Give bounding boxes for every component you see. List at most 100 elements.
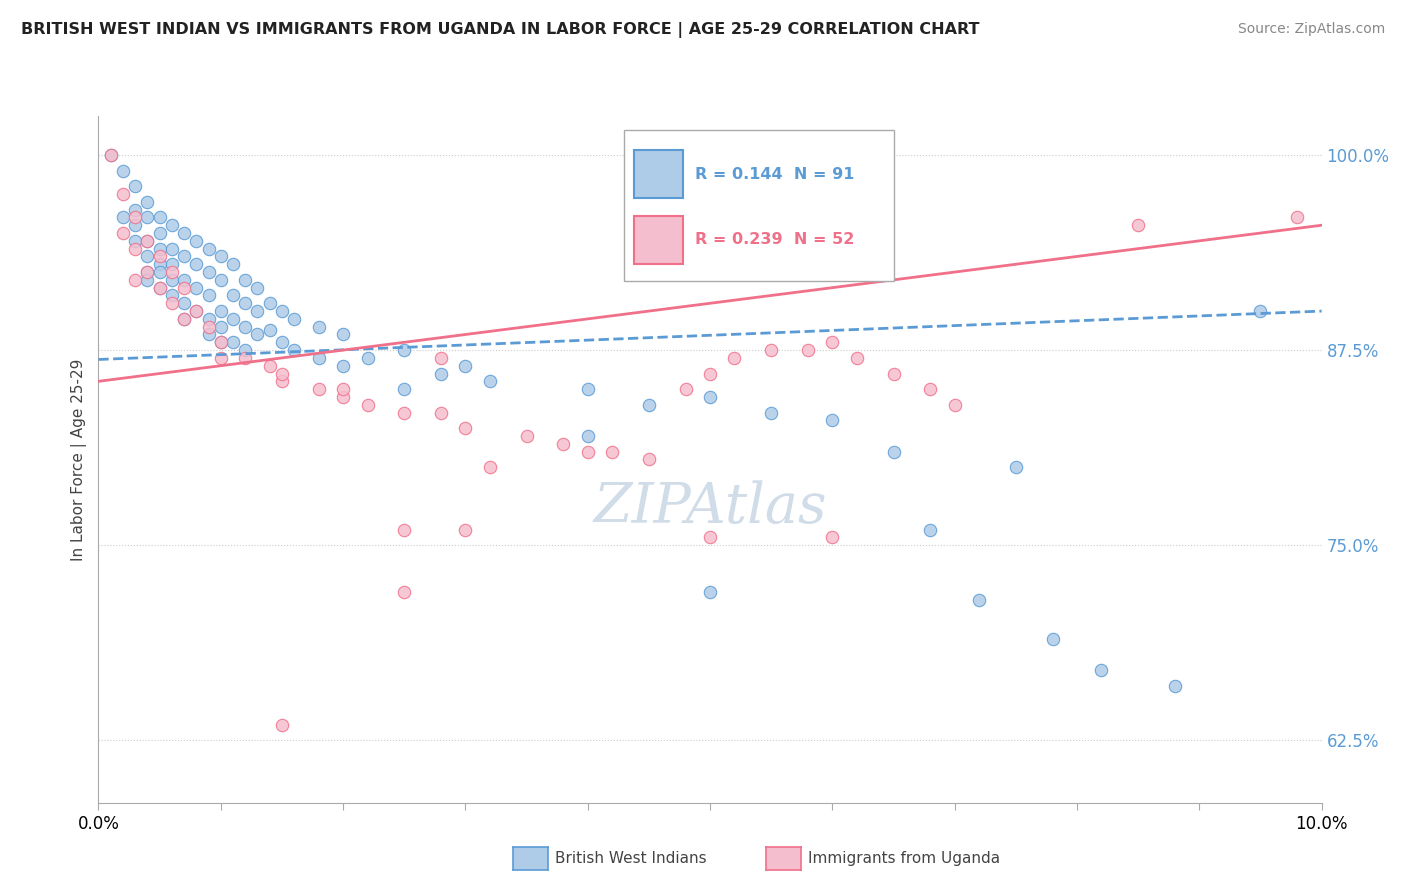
Text: Source: ZipAtlas.com: Source: ZipAtlas.com bbox=[1237, 22, 1385, 37]
Point bbox=[699, 367, 721, 381]
Point bbox=[124, 219, 146, 233]
Point bbox=[149, 280, 172, 294]
Point bbox=[308, 382, 330, 396]
Point bbox=[124, 273, 146, 287]
Point bbox=[576, 382, 599, 396]
Point bbox=[1090, 663, 1112, 677]
Point bbox=[124, 202, 146, 217]
Point bbox=[222, 257, 245, 271]
Point bbox=[111, 226, 134, 240]
Point bbox=[222, 288, 245, 302]
Point bbox=[111, 211, 134, 225]
FancyBboxPatch shape bbox=[634, 150, 683, 198]
Point bbox=[270, 717, 292, 731]
Point bbox=[699, 585, 721, 599]
Point bbox=[943, 398, 966, 412]
Text: R = 0.239  N = 52: R = 0.239 N = 52 bbox=[696, 232, 855, 247]
Point bbox=[124, 211, 146, 225]
Point bbox=[160, 257, 183, 271]
Point bbox=[259, 296, 281, 310]
Point bbox=[149, 257, 172, 271]
Point bbox=[111, 187, 134, 202]
Point bbox=[283, 343, 305, 357]
Point bbox=[920, 382, 942, 396]
Point bbox=[1249, 304, 1271, 318]
Point bbox=[454, 523, 477, 537]
Point bbox=[553, 436, 575, 450]
Point bbox=[883, 444, 905, 458]
Point bbox=[233, 273, 256, 287]
Point bbox=[111, 163, 134, 178]
Point bbox=[173, 311, 195, 326]
Point bbox=[186, 234, 208, 248]
Point bbox=[149, 242, 172, 256]
Point bbox=[209, 351, 232, 365]
Text: ZIPAtlas: ZIPAtlas bbox=[593, 480, 827, 535]
Text: BRITISH WEST INDIAN VS IMMIGRANTS FROM UGANDA IN LABOR FORCE | AGE 25-29 CORRELA: BRITISH WEST INDIAN VS IMMIGRANTS FROM U… bbox=[21, 22, 980, 38]
Point bbox=[699, 530, 721, 544]
Point bbox=[186, 304, 208, 318]
Point bbox=[392, 585, 416, 599]
Point bbox=[136, 265, 159, 279]
Point bbox=[209, 273, 232, 287]
Point bbox=[430, 351, 453, 365]
Point bbox=[392, 343, 416, 357]
Point bbox=[600, 444, 623, 458]
Point bbox=[149, 280, 172, 294]
Point bbox=[149, 249, 172, 263]
Point bbox=[100, 148, 122, 162]
Point bbox=[259, 323, 281, 337]
Point bbox=[209, 304, 232, 318]
Point bbox=[1004, 460, 1026, 475]
Text: British West Indians: British West Indians bbox=[555, 852, 707, 866]
Point bbox=[723, 351, 745, 365]
Point bbox=[454, 421, 477, 435]
Point bbox=[136, 211, 159, 225]
Point bbox=[259, 359, 281, 373]
Point bbox=[392, 523, 416, 537]
Point bbox=[186, 304, 208, 318]
Point bbox=[136, 194, 159, 209]
Point bbox=[136, 273, 159, 287]
Point bbox=[392, 382, 416, 396]
Point bbox=[821, 530, 844, 544]
Point bbox=[821, 413, 844, 427]
Point bbox=[576, 444, 599, 458]
Point bbox=[100, 148, 122, 162]
Point bbox=[1128, 219, 1150, 233]
Point bbox=[197, 311, 219, 326]
Point bbox=[209, 319, 232, 334]
Point bbox=[576, 429, 599, 443]
Point bbox=[173, 273, 195, 287]
Point bbox=[124, 242, 146, 256]
Point bbox=[883, 367, 905, 381]
Point bbox=[173, 226, 195, 240]
Point bbox=[454, 359, 477, 373]
FancyBboxPatch shape bbox=[634, 216, 683, 264]
Point bbox=[136, 249, 159, 263]
Point bbox=[186, 257, 208, 271]
Point bbox=[1286, 211, 1309, 225]
Point bbox=[186, 280, 208, 294]
Point bbox=[478, 374, 501, 388]
Point bbox=[136, 234, 159, 248]
Point bbox=[173, 311, 195, 326]
Point bbox=[332, 359, 354, 373]
Point bbox=[149, 226, 172, 240]
Point bbox=[149, 211, 172, 225]
Point bbox=[637, 452, 661, 467]
Point bbox=[821, 335, 844, 350]
Point bbox=[233, 319, 256, 334]
Point bbox=[160, 273, 183, 287]
Point bbox=[173, 280, 195, 294]
Point bbox=[797, 343, 820, 357]
Text: Immigrants from Uganda: Immigrants from Uganda bbox=[808, 852, 1001, 866]
Point bbox=[430, 405, 453, 419]
Point bbox=[136, 234, 159, 248]
Y-axis label: In Labor Force | Age 25-29: In Labor Force | Age 25-29 bbox=[72, 359, 87, 560]
Point bbox=[209, 335, 232, 350]
Point bbox=[160, 219, 183, 233]
Point bbox=[270, 304, 292, 318]
Point bbox=[233, 351, 256, 365]
Point bbox=[124, 179, 146, 194]
